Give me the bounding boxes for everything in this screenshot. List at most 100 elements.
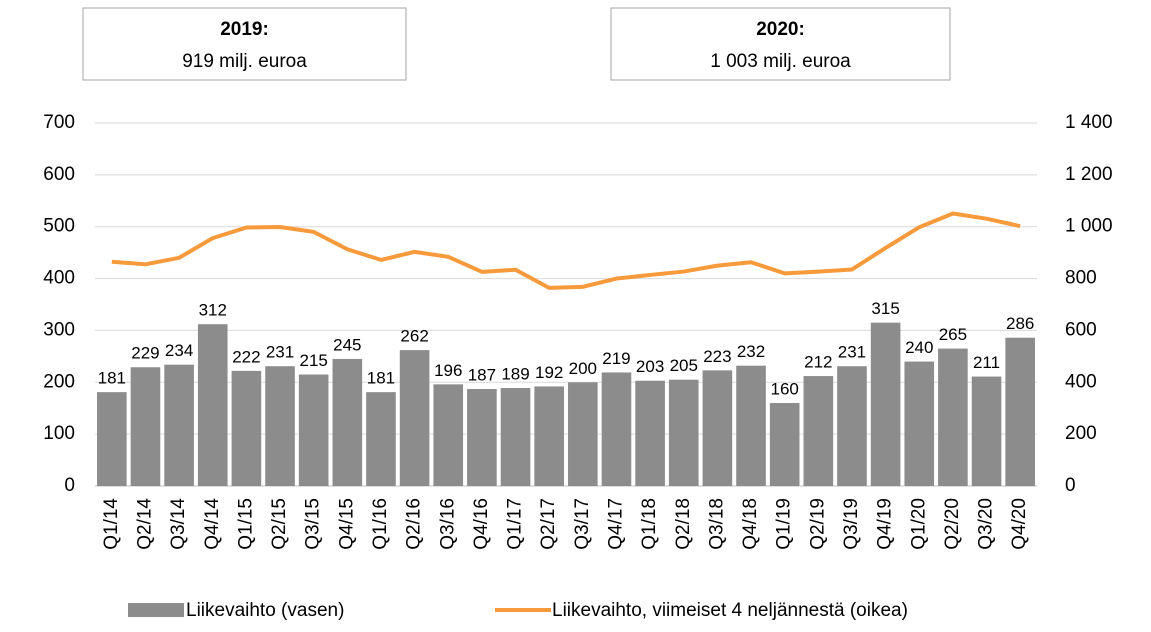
bar — [130, 367, 161, 486]
legend-swatch — [128, 603, 184, 617]
bar — [534, 386, 564, 486]
data-label: 181 — [367, 369, 395, 388]
data-label: 229 — [131, 344, 159, 363]
legend-label: Liikevaihto, viimeiset 4 neljännestä (oi… — [552, 600, 908, 621]
data-label: 203 — [636, 357, 664, 376]
data-label: 245 — [333, 335, 361, 354]
data-label: 196 — [434, 361, 462, 380]
y-tick-label: 200 — [43, 371, 75, 392]
x-tick-label: Q1/15 — [235, 498, 256, 550]
data-label: 211 — [973, 353, 1000, 372]
data-label: 219 — [602, 349, 630, 368]
bar — [433, 384, 464, 486]
data-label: 231 — [266, 343, 294, 362]
bar — [971, 376, 1002, 486]
y-tick-label: 500 — [43, 216, 75, 237]
data-label: 232 — [737, 342, 765, 361]
x-tick-label: Q3/19 — [841, 498, 862, 550]
annotation-text: 919 milj. euroa — [182, 51, 307, 72]
bar — [298, 374, 329, 486]
x-tick-label: Q4/18 — [740, 498, 761, 550]
x-tick-label: Q1/20 — [908, 498, 929, 550]
bar — [97, 392, 127, 486]
bar — [870, 322, 901, 486]
bar — [366, 392, 396, 486]
data-label: 212 — [804, 353, 832, 372]
data-label: 312 — [199, 301, 227, 320]
x-tick-label: Q2/16 — [404, 498, 425, 550]
legend-label: Liikevaihto (vasen) — [186, 600, 344, 621]
data-label: 265 — [939, 325, 967, 344]
x-tick-label: Q1/17 — [505, 498, 526, 550]
y2-tick-label: 1 200 — [1065, 164, 1113, 185]
y2-tick-label: 0 — [1065, 475, 1076, 496]
data-label: 286 — [1006, 314, 1034, 333]
x-tick-label: Q4/17 — [605, 498, 626, 550]
bar — [231, 370, 262, 486]
data-label: 200 — [569, 359, 597, 378]
y-tick-label: 100 — [43, 423, 75, 444]
bar — [837, 366, 867, 486]
bar — [500, 387, 531, 486]
y2-tick-label: 400 — [1065, 371, 1097, 392]
data-label: 262 — [400, 327, 428, 346]
x-tick-label: Q2/19 — [807, 498, 828, 550]
annotation-text: 1 003 milj. euroa — [710, 51, 851, 72]
bar — [601, 372, 632, 486]
x-tick-label: Q4/14 — [202, 498, 223, 550]
data-label: 205 — [670, 356, 698, 375]
bar — [467, 389, 497, 486]
x-tick-label: Q4/15 — [336, 498, 357, 550]
line — [111, 211, 1021, 290]
x-tick-label: Q3/17 — [572, 498, 593, 550]
x-tick-label: Q4/16 — [471, 498, 492, 550]
y2-tick-label: 1 400 — [1065, 112, 1113, 133]
data-label: 223 — [703, 347, 731, 366]
annotation-box — [82, 7, 407, 81]
bar — [197, 324, 228, 486]
bar — [938, 348, 968, 486]
data-label: 222 — [232, 347, 260, 366]
data-label: 240 — [905, 338, 933, 357]
y-tick-label: 300 — [43, 319, 75, 340]
y-tick-label: 700 — [43, 112, 75, 133]
x-tick-label: Q4/19 — [875, 498, 896, 550]
y2-tick-label: 600 — [1065, 319, 1097, 340]
x-tick-label: Q2/20 — [942, 498, 963, 550]
bar — [803, 376, 834, 486]
x-tick-label: Q3/14 — [168, 498, 189, 550]
x-tick-label: Q2/15 — [269, 498, 290, 550]
x-tick-label: Q1/16 — [370, 498, 391, 550]
data-label: 187 — [468, 366, 496, 385]
bar — [736, 365, 766, 486]
bar — [635, 380, 665, 486]
bar — [265, 366, 295, 486]
x-tick-label: Q2/14 — [134, 498, 155, 550]
bar — [399, 350, 430, 486]
bar — [1005, 337, 1035, 486]
data-label: 192 — [535, 363, 563, 382]
y2-tick-label: 200 — [1065, 423, 1097, 444]
bar — [904, 361, 935, 486]
y-tick-label: 600 — [43, 164, 75, 185]
x-tick-label: Q1/18 — [639, 498, 660, 550]
data-label: 231 — [838, 343, 866, 362]
x-tick-label: Q3/18 — [706, 498, 727, 550]
data-label: 181 — [98, 369, 126, 388]
data-label: 215 — [299, 351, 327, 370]
x-tick-label: Q2/17 — [538, 498, 559, 550]
x-tick-label: Q3/20 — [976, 498, 997, 550]
bar — [164, 364, 194, 486]
y2-tick-label: 800 — [1065, 268, 1097, 289]
x-tick-label: Q1/19 — [774, 498, 795, 550]
bar — [702, 370, 733, 486]
x-tick-label: Q1/14 — [101, 498, 122, 550]
y2-tick-label: 1 000 — [1065, 216, 1113, 237]
x-tick-label: Q4/20 — [1009, 498, 1030, 550]
data-label: 160 — [770, 380, 798, 399]
x-tick-label: Q2/18 — [673, 498, 694, 550]
bar — [769, 403, 800, 486]
x-tick-label: Q3/15 — [303, 498, 324, 550]
bar — [568, 382, 598, 486]
